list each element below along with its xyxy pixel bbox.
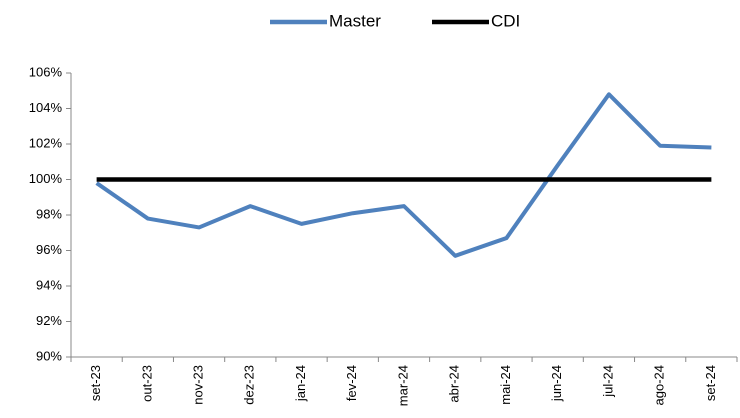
x-tick-label: abr-24: [447, 365, 462, 403]
x-tick-label: jan-24: [293, 365, 308, 402]
y-tick-label: 90%: [36, 348, 62, 363]
x-tick-label: mai-24: [498, 365, 513, 405]
series-line: [95, 92, 712, 258]
y-tick-label: 106%: [29, 64, 63, 79]
legend-label: CDI: [491, 11, 520, 30]
x-tick-label: fev-24: [344, 365, 359, 401]
y-tick-label: 104%: [29, 100, 63, 115]
y-tick-label: 94%: [36, 277, 62, 292]
x-tick-label: dez-23: [242, 365, 257, 405]
y-tick-label: 96%: [36, 242, 62, 257]
x-tick-label: out-23: [139, 365, 154, 402]
y-tick-label: 92%: [36, 313, 62, 328]
x-tick-label: set-23: [88, 365, 103, 401]
legend-label: Master: [329, 11, 381, 30]
y-tick-label: 100%: [29, 171, 63, 186]
x-tick-label: nov-23: [191, 365, 206, 405]
x-tick-label: mar-24: [395, 365, 410, 406]
x-tick-label: set-24: [703, 365, 718, 401]
y-tick-label: 98%: [36, 206, 62, 221]
x-tick-label: jun-24: [549, 365, 564, 402]
y-tick-label: 102%: [29, 135, 63, 150]
x-tick-label: ago-24: [652, 365, 667, 405]
x-tick-label: jul-24: [600, 365, 615, 398]
